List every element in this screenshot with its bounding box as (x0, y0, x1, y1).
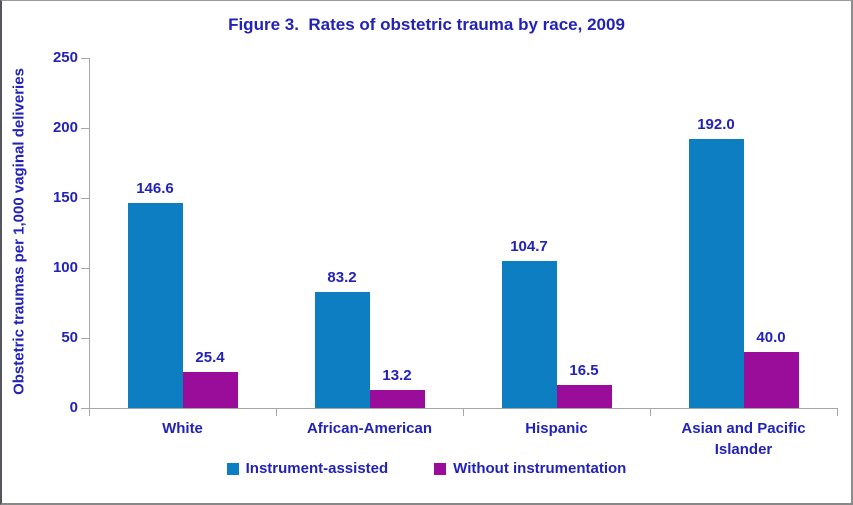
bar-instrument-assisted-hispanic (501, 261, 557, 408)
y-tick-label: 50 (61, 329, 78, 346)
y-tick-label: 0 (69, 399, 78, 416)
y-tick-mark (81, 128, 89, 129)
y-axis-line (89, 58, 90, 408)
category-label-hispanic: Hispanic (525, 420, 588, 437)
bar-value-label: 192.0 (697, 116, 735, 134)
y-tick-label: 100 (52, 259, 78, 276)
bar-instrument-assisted-asian-and-pacific-islander (688, 139, 744, 408)
y-tick-mark (81, 198, 89, 199)
legend-swatch-icon (226, 462, 239, 475)
bar-without-instrumentation-hispanic (556, 384, 612, 408)
legend-item-without-instrumentation: Without instrumentation (434, 460, 626, 477)
y-tick-mark (81, 338, 89, 339)
legend-swatch-icon (434, 462, 447, 475)
category-label-african-american: African-American (306, 420, 433, 437)
legend-label: Without instrumentation (453, 460, 627, 477)
legend-item-instrument-assisted: Instrument-assisted (226, 460, 389, 477)
y-tick-mark (81, 408, 89, 409)
bar-value-label: 13.2 (382, 366, 412, 384)
bar-without-instrumentation-white (182, 372, 238, 408)
category-label-asian-and-pacific-islander: Asian and Pacific Islander (681, 420, 806, 458)
bar-value-label: 104.7 (510, 238, 548, 256)
x-tick-mark (650, 408, 651, 416)
y-tick-mark (81, 268, 89, 269)
x-tick-mark (837, 408, 838, 416)
y-tick-label: 250 (52, 49, 78, 66)
bar-instrument-assisted-white (127, 202, 183, 408)
y-axis-title: Obstetric traumas per 1,000 vaginal deli… (10, 68, 28, 395)
bar-value-label: 40.0 (756, 329, 786, 346)
chart-title: Figure 3. Rates of obstetric trauma by r… (228, 15, 625, 34)
x-tick-mark (276, 408, 277, 416)
legend-label: Instrument-assisted (245, 460, 389, 477)
category-label-white: White (162, 420, 203, 437)
bar-without-instrumentation-asian-and-pacific-islander (743, 352, 799, 408)
bar-value-label: 83.2 (327, 268, 357, 286)
y-tick-label: 200 (52, 119, 78, 136)
y-tick-label: 150 (52, 189, 78, 206)
x-tick-mark (89, 408, 90, 416)
legend: Instrument-assisted Without instrumentati… (2, 460, 851, 477)
x-tick-mark (463, 408, 464, 416)
bar-instrument-assisted-african-american (314, 291, 370, 408)
y-tick-mark (81, 58, 89, 59)
bar-without-instrumentation-african-american (369, 389, 425, 408)
bar-value-label: 16.5 (569, 361, 599, 379)
bar-value-label: 25.4 (195, 349, 225, 367)
bar-value-label: 146.6 (136, 179, 174, 197)
